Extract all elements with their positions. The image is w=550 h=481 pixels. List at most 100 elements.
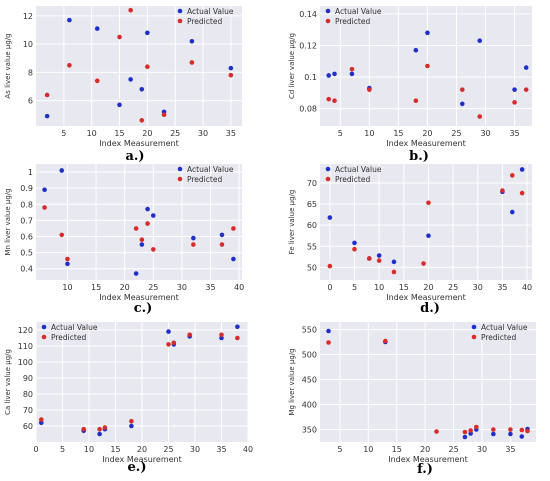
predicted-point-c — [219, 242, 225, 247]
y-tick-label-b: 0.08 — [299, 105, 317, 114]
x-tick-label-b: 10 — [364, 129, 374, 138]
y-tick-label-f: 450 — [302, 376, 317, 385]
x-axis-label-c: Index Measurement — [99, 293, 179, 302]
plot-area-f — [320, 322, 536, 442]
legend-label-predicted-d: Predicted — [335, 175, 370, 184]
actual-point-d — [509, 209, 515, 215]
y-tick-label-a: 6 — [28, 97, 33, 106]
actual-point-d — [327, 215, 333, 220]
actual-point-f — [491, 431, 496, 437]
predicted-point-e — [81, 426, 86, 432]
actual-point-e — [39, 420, 44, 426]
predicted-point-a — [44, 92, 50, 98]
predicted-point-b — [460, 87, 465, 92]
predicted-point-f — [468, 428, 473, 433]
y-tick-label-f: 350 — [302, 426, 317, 435]
y-tick-label-c: 0.4 — [20, 265, 33, 274]
predicted-point-c — [191, 242, 196, 247]
x-tick-label-c: 15 — [91, 283, 101, 292]
predicted-point-a — [189, 60, 195, 65]
predicted-point-c — [42, 205, 47, 210]
legend-label-predicted-e: Predicted — [51, 333, 86, 342]
y-axis-label-a: As liver value µg/g — [4, 33, 12, 98]
legend-label-actual-e: Actual Value — [51, 323, 98, 332]
actual-point-a — [44, 113, 50, 119]
x-tick-label-c: 10 — [62, 283, 72, 292]
predicted-point-f — [434, 429, 439, 434]
predicted-point-b — [413, 98, 419, 104]
y-tick-label-f: 500 — [302, 351, 317, 360]
predicted-point-e — [102, 425, 108, 430]
y-axis-label-c: Mn liver value µg/g — [4, 188, 12, 255]
predicted-point-b — [367, 87, 372, 92]
actual-point-a — [228, 65, 234, 71]
predicted-point-c — [151, 247, 156, 252]
y-tick-label-c: 0.5 — [20, 249, 33, 258]
x-tick-label-f: 10 — [363, 445, 373, 454]
legend-marker-actual-a — [177, 8, 183, 14]
x-tick-label-a: 25 — [170, 129, 180, 138]
y-axis-label-f: Mg liver value µg/g — [288, 348, 296, 415]
x-tick-label-e: 15 — [110, 445, 120, 454]
panel-caption-c: c.) — [133, 301, 153, 316]
legend-label-predicted-c: Predicted — [187, 175, 222, 184]
actual-point-c — [65, 261, 70, 267]
predicted-point-e — [187, 332, 192, 338]
actual-point-a — [139, 86, 145, 92]
predicted-point-e — [97, 426, 102, 432]
actual-point-f — [519, 434, 525, 439]
actual-point-b — [512, 87, 517, 92]
legend-label-predicted-f: Predicted — [481, 333, 516, 342]
actual-point-e — [129, 423, 134, 429]
x-tick-label-b: 15 — [393, 129, 403, 138]
predicted-point-b — [332, 98, 337, 104]
predicted-point-e — [171, 340, 177, 346]
predicted-point-a — [145, 64, 150, 70]
predicted-point-c — [59, 232, 65, 238]
actual-point-a — [189, 38, 195, 44]
predicted-point-d — [500, 188, 505, 193]
predicted-point-d — [327, 263, 333, 269]
actual-point-b — [425, 30, 430, 36]
legend-label-actual-c: Actual Value — [187, 165, 234, 174]
actual-point-a — [67, 17, 72, 23]
x-tick-label-a: 20 — [142, 129, 152, 138]
y-tick-label-e: 60 — [23, 422, 33, 431]
actual-point-b — [326, 73, 332, 78]
actual-point-f — [326, 328, 331, 334]
predicted-point-d — [391, 269, 397, 275]
actual-point-c — [151, 213, 156, 218]
predicted-point-f — [474, 424, 479, 430]
y-axis-label-b: Cd liver value µg/g — [288, 33, 296, 99]
x-tick-label-e: 20 — [137, 445, 147, 454]
legend-marker-actual-b — [325, 8, 331, 14]
x-tick-label-b: 20 — [422, 129, 432, 138]
x-tick-label-c: 25 — [148, 283, 158, 292]
predicted-point-d — [421, 261, 426, 266]
actual-point-d — [352, 240, 357, 246]
actual-point-d — [426, 233, 431, 239]
legend-label-predicted-b: Predicted — [335, 17, 370, 26]
predicted-point-f — [462, 429, 468, 435]
panel-caption-d: d.) — [420, 301, 440, 316]
predicted-point-c — [231, 226, 236, 231]
predicted-point-f — [519, 427, 525, 433]
actual-point-a — [145, 30, 150, 36]
actual-point-b — [477, 38, 483, 44]
x-tick-label-a: 30 — [198, 129, 208, 138]
x-tick-label-b: 30 — [480, 129, 490, 138]
y-tick-label-a: 8 — [28, 68, 33, 77]
x-tick-label-d: 40 — [522, 283, 532, 292]
chart-a: 5 10 15 20 25 30 35 6 8 10 12 Index Measurement As l… — [4, 6, 242, 148]
chart-e: 0 5 10 15 20 25 30 35 40 60 70 80 90 100 110 120 Index M… — [4, 322, 253, 464]
legend-marker-actual-d — [325, 166, 331, 172]
actual-point-b — [332, 71, 337, 77]
predicted-point-f — [525, 428, 530, 434]
predicted-point-b — [512, 100, 517, 105]
predicted-point-d — [352, 246, 357, 252]
x-tick-label-e: 10 — [84, 445, 94, 454]
predicted-point-d — [367, 256, 372, 261]
predicted-point-a — [228, 72, 234, 78]
x-tick-label-d: 15 — [399, 283, 409, 292]
x-tick-label-d: 35 — [497, 283, 507, 292]
